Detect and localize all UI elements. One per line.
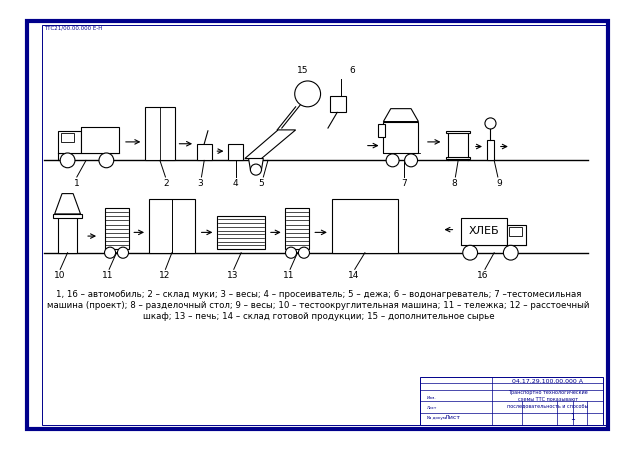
Text: машина (проект); 8 – разделочный стол; 9 – весы; 10 – тестоокруглительная машина: машина (проект); 8 – разделочный стол; 9…	[48, 301, 590, 310]
Bar	[507, 225, 526, 245]
Text: Транспортно технологические: Транспортно технологические	[508, 390, 587, 395]
Circle shape	[386, 154, 399, 167]
Circle shape	[295, 81, 320, 107]
Text: 3: 3	[197, 179, 203, 188]
Text: 7: 7	[401, 179, 406, 188]
Text: Лист: Лист	[427, 406, 437, 410]
Circle shape	[250, 164, 261, 175]
Circle shape	[104, 247, 115, 258]
Circle shape	[404, 154, 417, 167]
Polygon shape	[245, 130, 296, 158]
Text: 13: 13	[227, 271, 239, 280]
Bar	[145, 107, 175, 160]
Text: 11: 11	[101, 271, 113, 280]
Text: 1: 1	[570, 414, 575, 423]
Bar	[61, 133, 74, 142]
Circle shape	[99, 153, 114, 168]
Text: 4: 4	[233, 179, 238, 188]
Text: 11: 11	[282, 271, 294, 280]
Bar	[487, 140, 494, 160]
Bar	[285, 208, 310, 249]
Circle shape	[462, 245, 478, 260]
Text: ТТС21/00.00.000 Е-Н: ТТС21/00.00.000 Е-Н	[43, 26, 102, 31]
Circle shape	[285, 247, 297, 258]
Bar	[53, 214, 82, 218]
Text: 15: 15	[297, 67, 309, 76]
Text: ХЛЕБ: ХЛЕБ	[469, 226, 499, 236]
Text: 2: 2	[164, 179, 169, 188]
Bar	[446, 131, 470, 133]
Circle shape	[60, 153, 75, 168]
Text: 14: 14	[348, 271, 359, 280]
Text: 6: 6	[349, 67, 355, 76]
Bar	[59, 216, 77, 253]
Circle shape	[485, 118, 496, 129]
Text: 10: 10	[54, 271, 66, 280]
Bar	[332, 199, 398, 253]
Text: 9: 9	[496, 179, 502, 188]
Circle shape	[503, 245, 518, 260]
Text: 12: 12	[159, 271, 170, 280]
Text: 5: 5	[259, 179, 264, 188]
Bar	[446, 157, 470, 158]
Bar	[461, 218, 507, 245]
Polygon shape	[55, 194, 80, 214]
Text: № докум.: № докум.	[427, 416, 447, 420]
Bar	[228, 144, 243, 160]
Text: Изм.: Изм.	[427, 396, 436, 400]
Bar	[197, 144, 211, 160]
Text: 16: 16	[477, 271, 489, 280]
Text: шкаф; 13 – печь; 14 – склад готовой продукции; 15 – дополнительное сырье: шкаф; 13 – печь; 14 – склад готовой прод…	[143, 312, 494, 321]
Bar	[104, 208, 129, 249]
Polygon shape	[383, 122, 419, 153]
Bar	[378, 124, 385, 137]
Text: 8: 8	[452, 179, 457, 188]
Polygon shape	[383, 108, 419, 122]
Text: 1, 16 – автомобиль; 2 – склад муки; 3 – весы; 4 – просеиватель; 5 – дежа; 6 – во: 1, 16 – автомобиль; 2 – склад муки; 3 – …	[56, 290, 582, 299]
Bar	[217, 216, 265, 249]
Text: схемы ТТС показывают: схемы ТТС показывают	[518, 397, 578, 402]
Text: Лист: Лист	[445, 415, 461, 420]
Polygon shape	[248, 158, 263, 170]
Circle shape	[298, 247, 310, 258]
Bar	[420, 378, 603, 425]
Bar	[80, 127, 119, 153]
Bar	[149, 199, 195, 253]
Circle shape	[117, 247, 129, 258]
Bar	[59, 131, 80, 153]
Text: 1: 1	[74, 179, 80, 188]
Bar	[509, 227, 522, 236]
Text: 04.17.29.100.00.000 А: 04.17.29.100.00.000 А	[512, 379, 583, 384]
Bar	[330, 96, 347, 112]
Text: последовательность и способы: последовательность и способы	[507, 405, 589, 410]
